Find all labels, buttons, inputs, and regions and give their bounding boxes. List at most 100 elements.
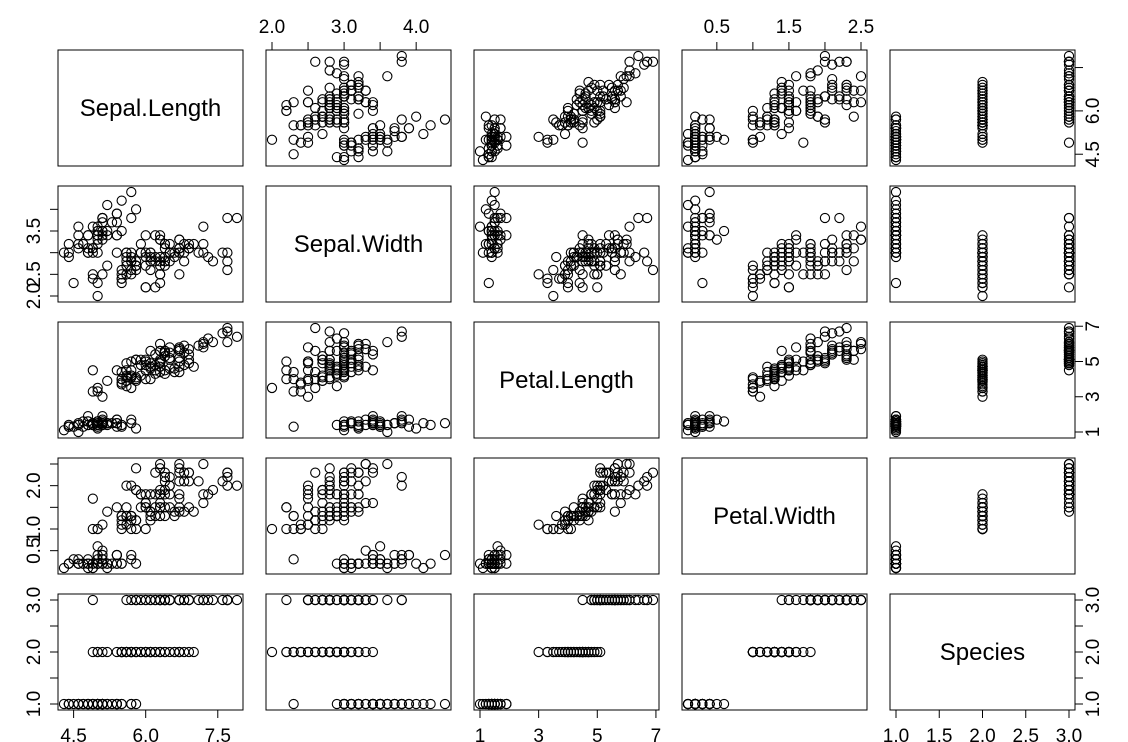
point: [647, 56, 659, 67]
point: [621, 71, 632, 82]
point: [819, 56, 831, 67]
point: [92, 277, 103, 289]
point: [595, 91, 606, 102]
point: [977, 134, 988, 145]
point: [231, 480, 243, 491]
point: [790, 234, 802, 245]
point: [222, 247, 233, 258]
point: [827, 234, 838, 245]
point: [403, 123, 415, 134]
point: [682, 154, 694, 166]
point: [834, 256, 845, 267]
point: [198, 458, 209, 470]
point: [266, 382, 278, 394]
point: [389, 418, 400, 429]
point: [580, 88, 591, 99]
point: [102, 375, 113, 387]
point: [382, 426, 393, 438]
point: [164, 347, 175, 358]
point: [1063, 79, 1075, 91]
point: [425, 120, 436, 131]
point: [360, 85, 371, 96]
point: [367, 146, 379, 157]
point: [324, 65, 335, 76]
point: [769, 277, 780, 289]
point: [848, 97, 859, 108]
point: [615, 497, 626, 509]
point: [281, 594, 292, 606]
point: [360, 458, 371, 470]
point: [747, 134, 759, 145]
point: [310, 382, 321, 394]
point: [577, 269, 588, 280]
point: [389, 131, 400, 143]
point: [92, 234, 103, 245]
point: [890, 151, 902, 163]
point: [396, 410, 407, 422]
point: [338, 102, 350, 114]
point: [266, 523, 278, 535]
diag-label-petal-width: Petal.Width: [713, 503, 836, 530]
point: [360, 558, 371, 569]
point: [776, 594, 787, 606]
point: [551, 251, 562, 263]
point: [331, 381, 343, 392]
point: [116, 225, 127, 237]
point: [116, 379, 127, 390]
point: [615, 71, 626, 82]
point: [798, 137, 809, 148]
point: [111, 502, 123, 513]
point: [331, 68, 343, 79]
point: [389, 125, 400, 137]
panel-frame-sepal-width-vs-petal-width: [681, 185, 868, 303]
point: [783, 99, 795, 111]
point: [396, 331, 407, 342]
point: [302, 131, 314, 143]
point: [126, 418, 137, 429]
bottom-tick-label-species: 2.5: [1013, 726, 1039, 742]
point: [310, 322, 321, 334]
point: [281, 99, 292, 111]
left-tick-label-sepal-width: 2.0: [24, 283, 45, 309]
point: [754, 120, 766, 131]
point: [577, 123, 588, 134]
point: [159, 238, 171, 250]
point: [338, 594, 350, 606]
point: [222, 256, 233, 267]
point: [367, 594, 379, 606]
point: [353, 151, 364, 163]
point: [353, 467, 364, 478]
point: [783, 97, 795, 108]
point: [310, 102, 321, 114]
point: [834, 212, 845, 224]
left-tick-label-petal-width: 1.0: [24, 516, 45, 542]
point: [551, 510, 562, 522]
point: [827, 79, 838, 91]
point: [562, 269, 574, 280]
point: [565, 256, 577, 267]
point: [331, 94, 343, 105]
point: [87, 594, 98, 606]
panel-frame-species-vs-petal-width: [681, 593, 868, 711]
point: [624, 56, 635, 67]
point: [130, 260, 142, 271]
point: [618, 82, 629, 93]
point: [102, 199, 113, 211]
point: [641, 212, 653, 224]
point: [130, 463, 142, 474]
point: [754, 391, 766, 402]
point: [353, 94, 364, 105]
point: [690, 131, 701, 143]
point: [73, 419, 84, 431]
point: [198, 497, 209, 509]
point: [647, 264, 659, 276]
point: [281, 502, 292, 513]
point: [595, 111, 606, 122]
point: [805, 247, 816, 258]
point: [97, 410, 108, 422]
right-tick-label-petal-length: 7: [1083, 321, 1104, 332]
point: [154, 338, 166, 350]
point: [126, 212, 137, 224]
point: [841, 85, 852, 96]
point: [418, 128, 429, 140]
